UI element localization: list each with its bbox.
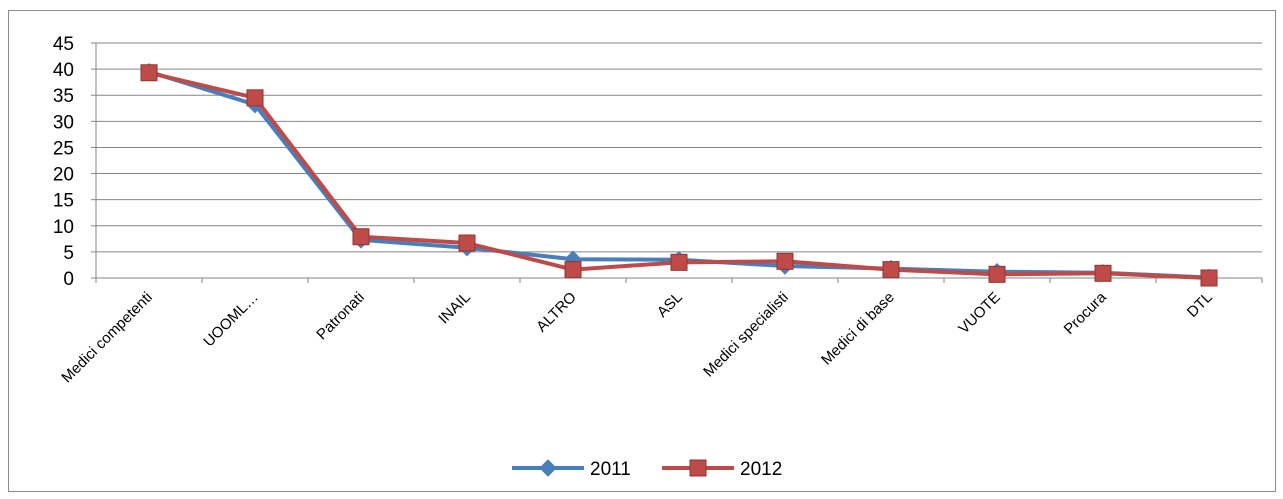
data-point-2012	[670, 253, 688, 271]
data-point-2012	[352, 228, 370, 246]
data-point-2012	[1200, 269, 1218, 287]
x-tick-label: ALTRO	[533, 289, 580, 336]
x-tick-label: Procura	[1061, 288, 1111, 338]
x-tick-label: DTL	[1184, 289, 1216, 321]
data-point-2012	[988, 265, 1006, 283]
data-point-2012	[882, 261, 900, 279]
y-tick-label: 20	[53, 165, 74, 186]
gridlines	[96, 42, 1262, 253]
x-tick-label: Patronati	[313, 289, 367, 343]
x-tick-label: Medici specialisti	[700, 289, 792, 381]
legend-item-2011: 2011	[512, 459, 631, 480]
series-2012	[140, 64, 1218, 287]
data-point-2012	[140, 64, 158, 82]
y-tick-label: 25	[53, 138, 74, 159]
x-tick-label: INAIL	[435, 289, 474, 328]
y-tick-label: 15	[53, 191, 74, 212]
legend-item-2012: 2012	[662, 459, 782, 480]
y-tick-label: 45	[53, 34, 74, 55]
data-point-2012	[246, 89, 264, 107]
data-point-2011	[539, 459, 557, 477]
x-tick-label: ASL	[654, 289, 686, 321]
y-tick-label: 10	[53, 217, 74, 238]
legend: 2011 2012	[512, 459, 782, 480]
y-tick-label: 40	[53, 60, 74, 81]
x-axis-ticks: Medici competenti UOOML… Patronati INAIL ALT…	[58, 278, 1263, 387]
data-point-2012	[564, 261, 582, 279]
data-point-2012	[1094, 264, 1112, 282]
legend-label: 2012	[740, 459, 782, 480]
x-tick-label: VUOTE	[955, 289, 1004, 338]
x-tick-label: Medici di base	[818, 289, 898, 369]
legend-label: 2011	[590, 459, 631, 480]
data-point-2012	[458, 234, 476, 252]
x-tick-label: UOOML…	[200, 289, 262, 351]
x-tick-label: Medici competenti	[58, 289, 156, 387]
x-axis	[95, 43, 1262, 279]
data-point-2012	[776, 252, 794, 270]
y-axis-ticks: 0 5 10 15 20 25 30 35 40 45	[53, 34, 96, 290]
y-tick-label: 35	[53, 86, 74, 107]
series-layer	[140, 63, 1218, 287]
y-tick-label: 30	[53, 112, 74, 133]
data-point-2012	[689, 459, 707, 477]
y-tick-label: 5	[63, 243, 74, 264]
y-tick-label: 0	[63, 269, 74, 290]
series-line	[148, 69, 1210, 280]
